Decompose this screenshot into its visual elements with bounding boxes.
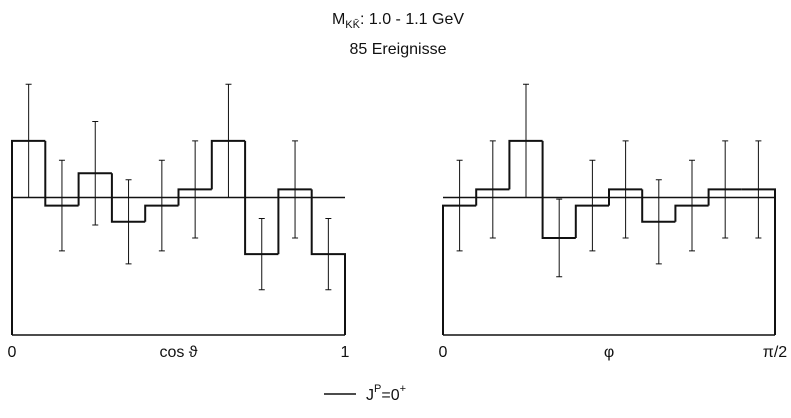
histogram-bin — [210, 139, 246, 190]
histogram-bin — [277, 188, 312, 255]
histogram-bin — [144, 204, 179, 222]
histogram-bin — [574, 204, 609, 238]
error-bar — [192, 140, 199, 239]
histogram-bin — [741, 188, 776, 335]
error-bar — [125, 179, 132, 265]
x-axis-label: cos ϑ — [159, 344, 197, 361]
error-bar — [258, 218, 265, 291]
legend-label: JP=0+ — [366, 383, 406, 404]
histogram-bin — [707, 188, 742, 206]
histogram-bin — [244, 140, 279, 256]
x-axis-label: φ — [604, 344, 614, 361]
histogram-bin — [77, 172, 112, 206]
histogram-bin — [475, 188, 510, 206]
error-bar — [755, 140, 762, 239]
histogram-bin — [541, 140, 576, 239]
histogram-bin — [177, 188, 212, 206]
histogram-bin — [608, 188, 643, 206]
title: MKK̄: 1.0 - 1.1 GeV — [332, 11, 464, 31]
x-tick-label: π/2 — [763, 344, 787, 361]
subtitle: 85 Ereignisse — [350, 41, 447, 58]
error-bar — [689, 159, 695, 252]
error-bar — [722, 140, 729, 239]
histogram-bin — [110, 173, 146, 223]
error-bar — [158, 159, 165, 252]
error-bar — [292, 140, 299, 239]
error-bar — [589, 159, 596, 252]
error-bar — [655, 179, 662, 265]
error-bar — [92, 120, 99, 226]
histogram-bin — [641, 189, 676, 223]
error-bar — [325, 218, 332, 291]
x-tick-label: 0 — [8, 344, 17, 361]
error-bar — [489, 140, 496, 239]
error-bar — [58, 159, 65, 252]
histogram-bin — [674, 204, 709, 222]
error-bar — [456, 159, 463, 252]
histogram-bin — [11, 139, 46, 335]
histogram-bin — [44, 140, 79, 207]
histogram-bin — [442, 204, 477, 335]
error-bar — [556, 198, 563, 278]
error-bar — [622, 140, 629, 239]
x-tick-label: 0 — [439, 344, 448, 361]
histogram-bin — [508, 139, 543, 190]
x-tick-label: 1 — [341, 344, 350, 361]
